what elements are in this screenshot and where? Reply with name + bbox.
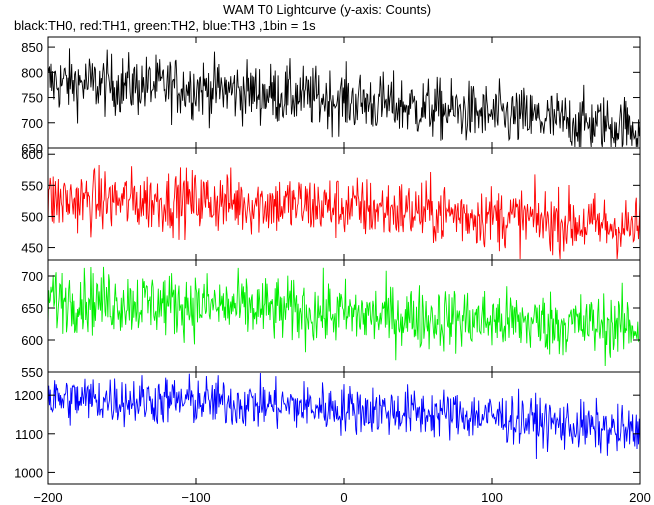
y-tick-label: 650 (21, 301, 43, 316)
series-line-th0 (47, 48, 641, 148)
y-tick-label: 550 (21, 178, 43, 193)
y-tick-label: 550 (21, 365, 43, 380)
y-tick-label: 600 (21, 147, 43, 162)
x-tick-label: −200 (33, 490, 62, 505)
y-tick-label: 1200 (14, 388, 43, 403)
series-line-th3 (47, 372, 641, 460)
series-line-th1 (47, 164, 641, 260)
y-tick-label: 1000 (14, 465, 43, 480)
y-tick-label: 800 (21, 65, 43, 80)
y-tick-label: 600 (21, 333, 43, 348)
y-tick-label: 500 (21, 209, 43, 224)
panel-frame-th3 (47, 371, 641, 485)
y-tick-label: 650 (21, 141, 43, 156)
x-tick-label: 200 (629, 490, 651, 505)
y-tick-label: 700 (21, 116, 43, 131)
chart-title: WAM T0 Lightcurve (y-axis: Counts) (222, 2, 432, 17)
y-tick-label: 750 (21, 91, 43, 106)
y-tick-label: 1100 (15, 427, 43, 442)
x-tick-label: 0 (340, 490, 347, 505)
chart-subtitle: black:TH0, red:TH1, green:TH2, blue:TH3 … (14, 18, 316, 33)
series-line-th2 (47, 266, 641, 367)
y-tick-label: 450 (21, 241, 43, 256)
x-tick-label: 100 (481, 490, 503, 505)
x-tick-label: −100 (181, 490, 210, 505)
y-tick-label: 700 (21, 269, 43, 284)
y-tick-label: 850 (21, 40, 43, 55)
